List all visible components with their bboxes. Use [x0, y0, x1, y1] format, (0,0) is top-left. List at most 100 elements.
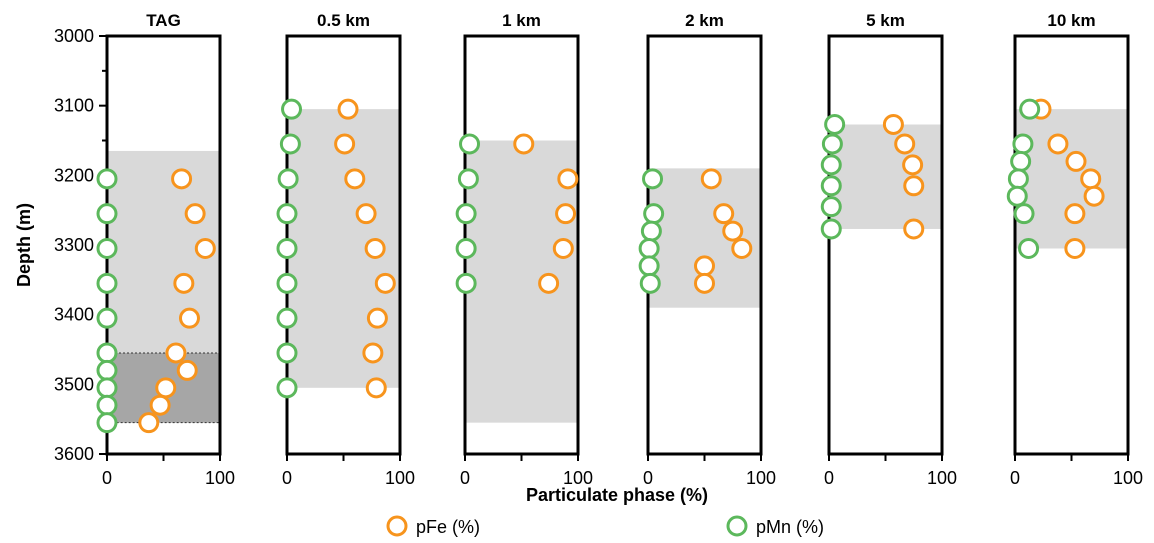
panel-title: 1 km [502, 11, 541, 30]
pfe-point [155, 377, 177, 399]
pmn-point [96, 272, 118, 294]
pfe-point [903, 218, 925, 240]
panel-4: 0 100 5 km [820, 11, 957, 488]
pfe-point [374, 272, 396, 294]
pfe-point [149, 394, 171, 416]
panel-title: 10 km [1047, 11, 1095, 30]
x-tick-label: 0 [824, 468, 834, 488]
pfe-point [176, 359, 198, 381]
pfe-point [557, 168, 579, 190]
panel-frame [827, 34, 944, 456]
pmn-point [455, 237, 477, 259]
pfe-point [700, 168, 722, 190]
pmn-point [824, 113, 846, 135]
pfe-point [355, 203, 377, 225]
legend-pfe-marker [386, 515, 408, 537]
pfe-point [194, 237, 216, 259]
pmn-point [96, 307, 118, 329]
pmn-point [96, 203, 118, 225]
panel-title: TAG [146, 11, 181, 30]
y-tick-label: 3000 [54, 26, 94, 46]
pmn-point [820, 154, 842, 176]
pmn-point [1013, 203, 1035, 225]
pfe-point [178, 307, 200, 329]
pfe-point [344, 168, 366, 190]
pmn-point [281, 98, 303, 120]
pfe-point [1080, 168, 1102, 190]
pmn-point [455, 272, 477, 294]
pfe-point [713, 203, 735, 225]
pmn-point [1019, 98, 1041, 120]
pmn-point [820, 175, 842, 197]
pmn-point [96, 377, 118, 399]
legend-pmn-label: pMn (%) [756, 517, 824, 537]
pmn-point [640, 220, 662, 242]
pmn-point [459, 133, 481, 155]
pfe-point [173, 272, 195, 294]
pmn-point [276, 203, 298, 225]
panel-title: 0.5 km [317, 11, 370, 30]
shaded-band [1015, 109, 1128, 249]
y-tick-label: 3100 [54, 96, 94, 116]
pfe-point [538, 272, 560, 294]
panel-title: 2 km [685, 11, 724, 30]
y-tick-label: 3300 [54, 235, 94, 255]
pfe-point [364, 237, 386, 259]
pfe-point [894, 133, 916, 155]
pmn-point [642, 168, 664, 190]
x-tick-label: 100 [1113, 468, 1143, 488]
pmn-point [457, 168, 479, 190]
pfe-point [1064, 237, 1086, 259]
pmn-point [96, 359, 118, 381]
pmn-point [821, 133, 843, 155]
x-tick-label: 100 [746, 468, 776, 488]
pfe-point [882, 113, 904, 135]
legend: pFe (%) pMn (%) [386, 515, 824, 537]
pmn-point [1006, 185, 1028, 207]
x-tick-label: 0 [643, 468, 653, 488]
pfe-point [1065, 150, 1087, 172]
pmn-point [639, 272, 661, 294]
pfe-point [694, 272, 715, 294]
pmn-point [1007, 168, 1029, 190]
pmn-point [820, 218, 842, 240]
y-tick-label: 3200 [54, 165, 94, 185]
pfe-point [171, 168, 193, 190]
x-axis-label: Particulate phase (%) [526, 485, 708, 505]
pmn-point [96, 168, 118, 190]
pfe-point [365, 377, 387, 399]
pmn-point [96, 412, 118, 434]
pmn-point [638, 237, 660, 259]
pmn-point [820, 196, 842, 218]
pmn-point [1010, 150, 1032, 172]
pmn-point [276, 307, 298, 329]
y-tick-label: 3600 [54, 444, 94, 464]
pfe-point [731, 237, 753, 259]
pmn-point [1018, 237, 1040, 259]
pmn-point [276, 377, 298, 399]
pfe-point [902, 154, 924, 176]
pmn-point [455, 203, 477, 225]
x-tick-label: 100 [205, 468, 235, 488]
pmn-point [638, 255, 660, 277]
pfe-point [1047, 133, 1069, 155]
x-tick-label: 100 [385, 468, 415, 488]
shaded-band [829, 124, 942, 229]
pfe-point [362, 342, 384, 364]
panel-1: 0 100 0.5 km [276, 11, 415, 488]
x-tick-label: 0 [1010, 468, 1020, 488]
legend-pmn-marker [726, 515, 748, 537]
pfe-point [337, 98, 359, 120]
pmn-point [96, 237, 118, 259]
pfe-point [555, 203, 577, 225]
pfe-point [1083, 185, 1105, 207]
pmn-point [96, 342, 118, 364]
panel-5: 0 100 10 km [1006, 11, 1143, 488]
x-tick-label: 0 [460, 468, 470, 488]
pmn-point [276, 342, 298, 364]
pfe-point [165, 342, 187, 364]
panel-3: 0 100 2 km [638, 11, 776, 488]
pmn-point [643, 203, 665, 225]
pmn-point [276, 272, 298, 294]
